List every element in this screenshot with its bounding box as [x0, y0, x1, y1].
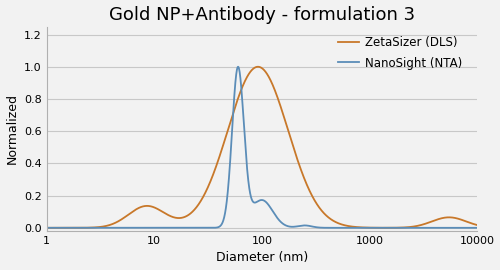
ZetaSizer (DLS): [474, 223, 480, 227]
NanoSight (NTA): [466, 226, 471, 230]
ZetaSizer (DLS): [420, 223, 426, 226]
NanoSight (NTA): [93, 226, 99, 230]
Line: NanoSight (NTA): NanoSight (NTA): [46, 67, 477, 228]
ZetaSizer (DLS): [118, 218, 124, 221]
ZetaSizer (DLS): [228, 120, 234, 124]
NanoSight (NTA): [208, 226, 214, 230]
Legend: ZetaSizer (DLS), NanoSight (NTA): ZetaSizer (DLS), NanoSight (NTA): [338, 36, 462, 70]
Line: ZetaSizer (DLS): ZetaSizer (DLS): [46, 67, 477, 228]
NanoSight (NTA): [118, 226, 124, 230]
ZetaSizer (DLS): [93, 226, 99, 229]
Y-axis label: Normalized: Normalized: [6, 93, 18, 164]
ZetaSizer (DLS): [466, 221, 471, 224]
NanoSight (NTA): [44, 226, 50, 230]
ZetaSizer (DLS): [255, 65, 261, 68]
ZetaSizer (DLS): [44, 226, 50, 230]
X-axis label: Diameter (nm): Diameter (nm): [216, 251, 308, 264]
Title: Gold NP+Antibody - formulation 3: Gold NP+Antibody - formulation 3: [109, 6, 415, 23]
NanoSight (NTA): [420, 226, 426, 230]
ZetaSizer (DLS): [208, 177, 214, 180]
NanoSight (NTA): [474, 226, 480, 230]
NanoSight (NTA): [228, 157, 234, 160]
NanoSight (NTA): [235, 65, 241, 68]
